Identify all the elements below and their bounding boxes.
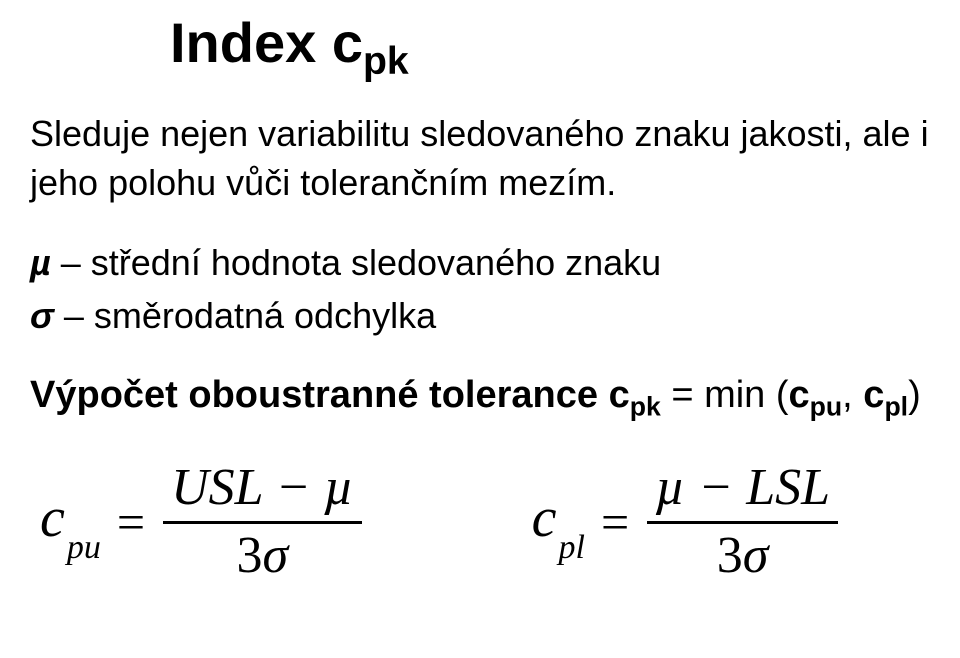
formula-c2: c xyxy=(789,374,810,416)
cpl-den-sigma: σ xyxy=(743,527,769,584)
mu-symbol: µ xyxy=(30,242,51,283)
title-main: Index c xyxy=(170,11,363,74)
formula-cpu-sub: pu xyxy=(810,391,843,421)
cpl-den-3: 3 xyxy=(717,527,743,584)
cpu-fraction: USL − µ 3σ xyxy=(163,458,362,585)
cpl-c: c xyxy=(532,487,557,549)
cpl-equals: = xyxy=(601,493,629,551)
intro-paragraph: Sleduje nejen variabilitu sledovaného zn… xyxy=(30,110,930,207)
title-subscript: pk xyxy=(363,40,409,83)
cpu-den-sigma: σ xyxy=(263,527,289,584)
formula-c1: c xyxy=(609,374,630,416)
sigma-symbol: σ xyxy=(30,295,54,336)
page-title: Index cpk xyxy=(170,10,930,84)
cpu-lhs: cpu xyxy=(40,486,99,557)
formula-comma: , xyxy=(842,374,863,416)
mu-text: – střední hodnota sledovaného znaku xyxy=(51,242,661,283)
cpl-sub: pl xyxy=(559,529,585,566)
formula-label: Výpočet oboustranné tolerance xyxy=(30,374,609,416)
formula-eq-sign: = xyxy=(661,374,704,416)
cpl-lhs: cpl xyxy=(532,486,583,557)
cpl-denominator: 3σ xyxy=(717,524,769,585)
cpu-den-3: 3 xyxy=(237,527,263,584)
definition-mu: µ – střední hodnota sledovaného znaku xyxy=(30,237,930,289)
cpu-sub: pu xyxy=(67,529,101,566)
cpu-equals: = xyxy=(117,493,145,551)
formula-cpl-sub: pl xyxy=(884,391,908,421)
formula-close: ) xyxy=(908,374,921,416)
equation-cpu: cpu = USL − µ 3σ xyxy=(40,458,362,585)
cpl-numerator: µ − LSL xyxy=(647,458,838,521)
definitions-block: µ – střední hodnota sledovaného znaku σ … xyxy=(30,237,930,341)
formula-pk-sub: pk xyxy=(630,391,661,421)
sigma-text: – směrodatná odchylka xyxy=(54,295,436,336)
formula-c3: c xyxy=(863,374,884,416)
equation-cpl: cpl = µ − LSL 3σ xyxy=(532,458,838,585)
formula-definition-line: Výpočet oboustranné tolerance cpk = min … xyxy=(30,374,930,423)
cpu-c: c xyxy=(40,487,65,549)
cpu-denominator: 3σ xyxy=(237,524,289,585)
formula-min: min ( xyxy=(704,374,788,416)
cpl-fraction: µ − LSL 3σ xyxy=(647,458,838,585)
definition-sigma: σ – směrodatná odchylka xyxy=(30,290,930,342)
equations-row: cpu = USL − µ 3σ cpl = µ − LSL 3σ xyxy=(30,458,930,585)
cpu-numerator: USL − µ xyxy=(163,458,362,521)
